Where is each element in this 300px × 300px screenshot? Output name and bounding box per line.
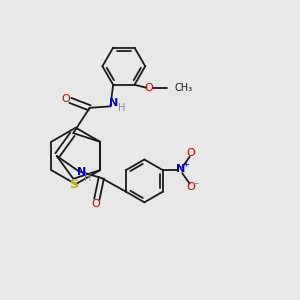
Text: O: O: [186, 182, 195, 192]
Text: +: +: [182, 160, 189, 169]
Text: O: O: [61, 94, 70, 104]
Text: N: N: [77, 167, 86, 177]
Text: ⁻: ⁻: [194, 181, 199, 191]
Text: S: S: [69, 178, 78, 190]
Text: N: N: [110, 98, 118, 108]
Text: N: N: [176, 164, 185, 174]
Text: O: O: [144, 83, 153, 93]
Text: O: O: [92, 199, 100, 209]
Text: O: O: [186, 148, 195, 158]
Text: CH₃: CH₃: [174, 83, 192, 93]
Text: H: H: [118, 103, 125, 113]
Text: H: H: [84, 173, 91, 183]
